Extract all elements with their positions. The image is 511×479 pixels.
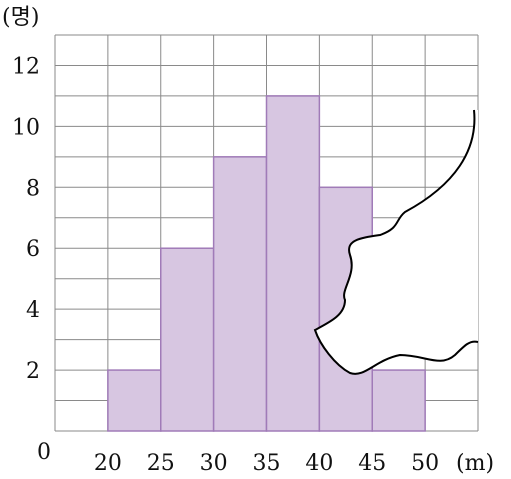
bars (107, 95, 426, 432)
y-axis-unit-label: (명) (2, 5, 39, 30)
histogram-bar (371, 369, 426, 432)
histogram-bar (212, 156, 268, 432)
histogram-bar (160, 247, 215, 432)
y-tick-label: 8 (26, 176, 40, 201)
origin-label: 0 (37, 440, 51, 465)
x-axis-tick-labels: 20 25 30 35 40 45 50 (94, 451, 439, 476)
y-tick-label: 6 (26, 237, 40, 262)
x-axis-unit-label: (m) (456, 451, 494, 476)
x-tick-label: 50 (411, 451, 439, 476)
x-tick-label: 35 (253, 451, 281, 476)
y-axis-tick-labels: 2 4 6 8 10 12 (12, 54, 40, 384)
x-tick-label: 40 (305, 451, 333, 476)
y-tick-label: 10 (12, 115, 40, 140)
torn-paper-fill (315, 110, 478, 374)
x-tick-label: 45 (358, 451, 386, 476)
histogram-bar (107, 369, 162, 432)
torn-edge-curve (313, 109, 479, 375)
y-tick-label: 4 (26, 298, 40, 323)
histogram-bar (265, 95, 321, 432)
y-tick-label: 2 (26, 359, 40, 384)
x-tick-label: 25 (147, 451, 175, 476)
y-tick-label: 12 (12, 54, 40, 79)
torn-paper-cover (313, 109, 479, 375)
x-tick-label: 30 (200, 451, 228, 476)
x-tick-label: 20 (94, 451, 122, 476)
